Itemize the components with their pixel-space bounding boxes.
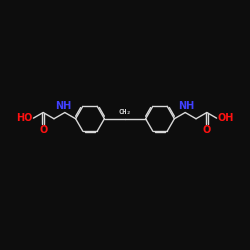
Text: O: O — [39, 125, 47, 135]
Text: CH₂: CH₂ — [119, 109, 132, 115]
Text: O: O — [203, 125, 211, 135]
Text: NH: NH — [56, 100, 72, 110]
Text: HO: HO — [16, 113, 33, 123]
Text: OH: OH — [217, 113, 234, 123]
Text: NH: NH — [178, 100, 194, 110]
